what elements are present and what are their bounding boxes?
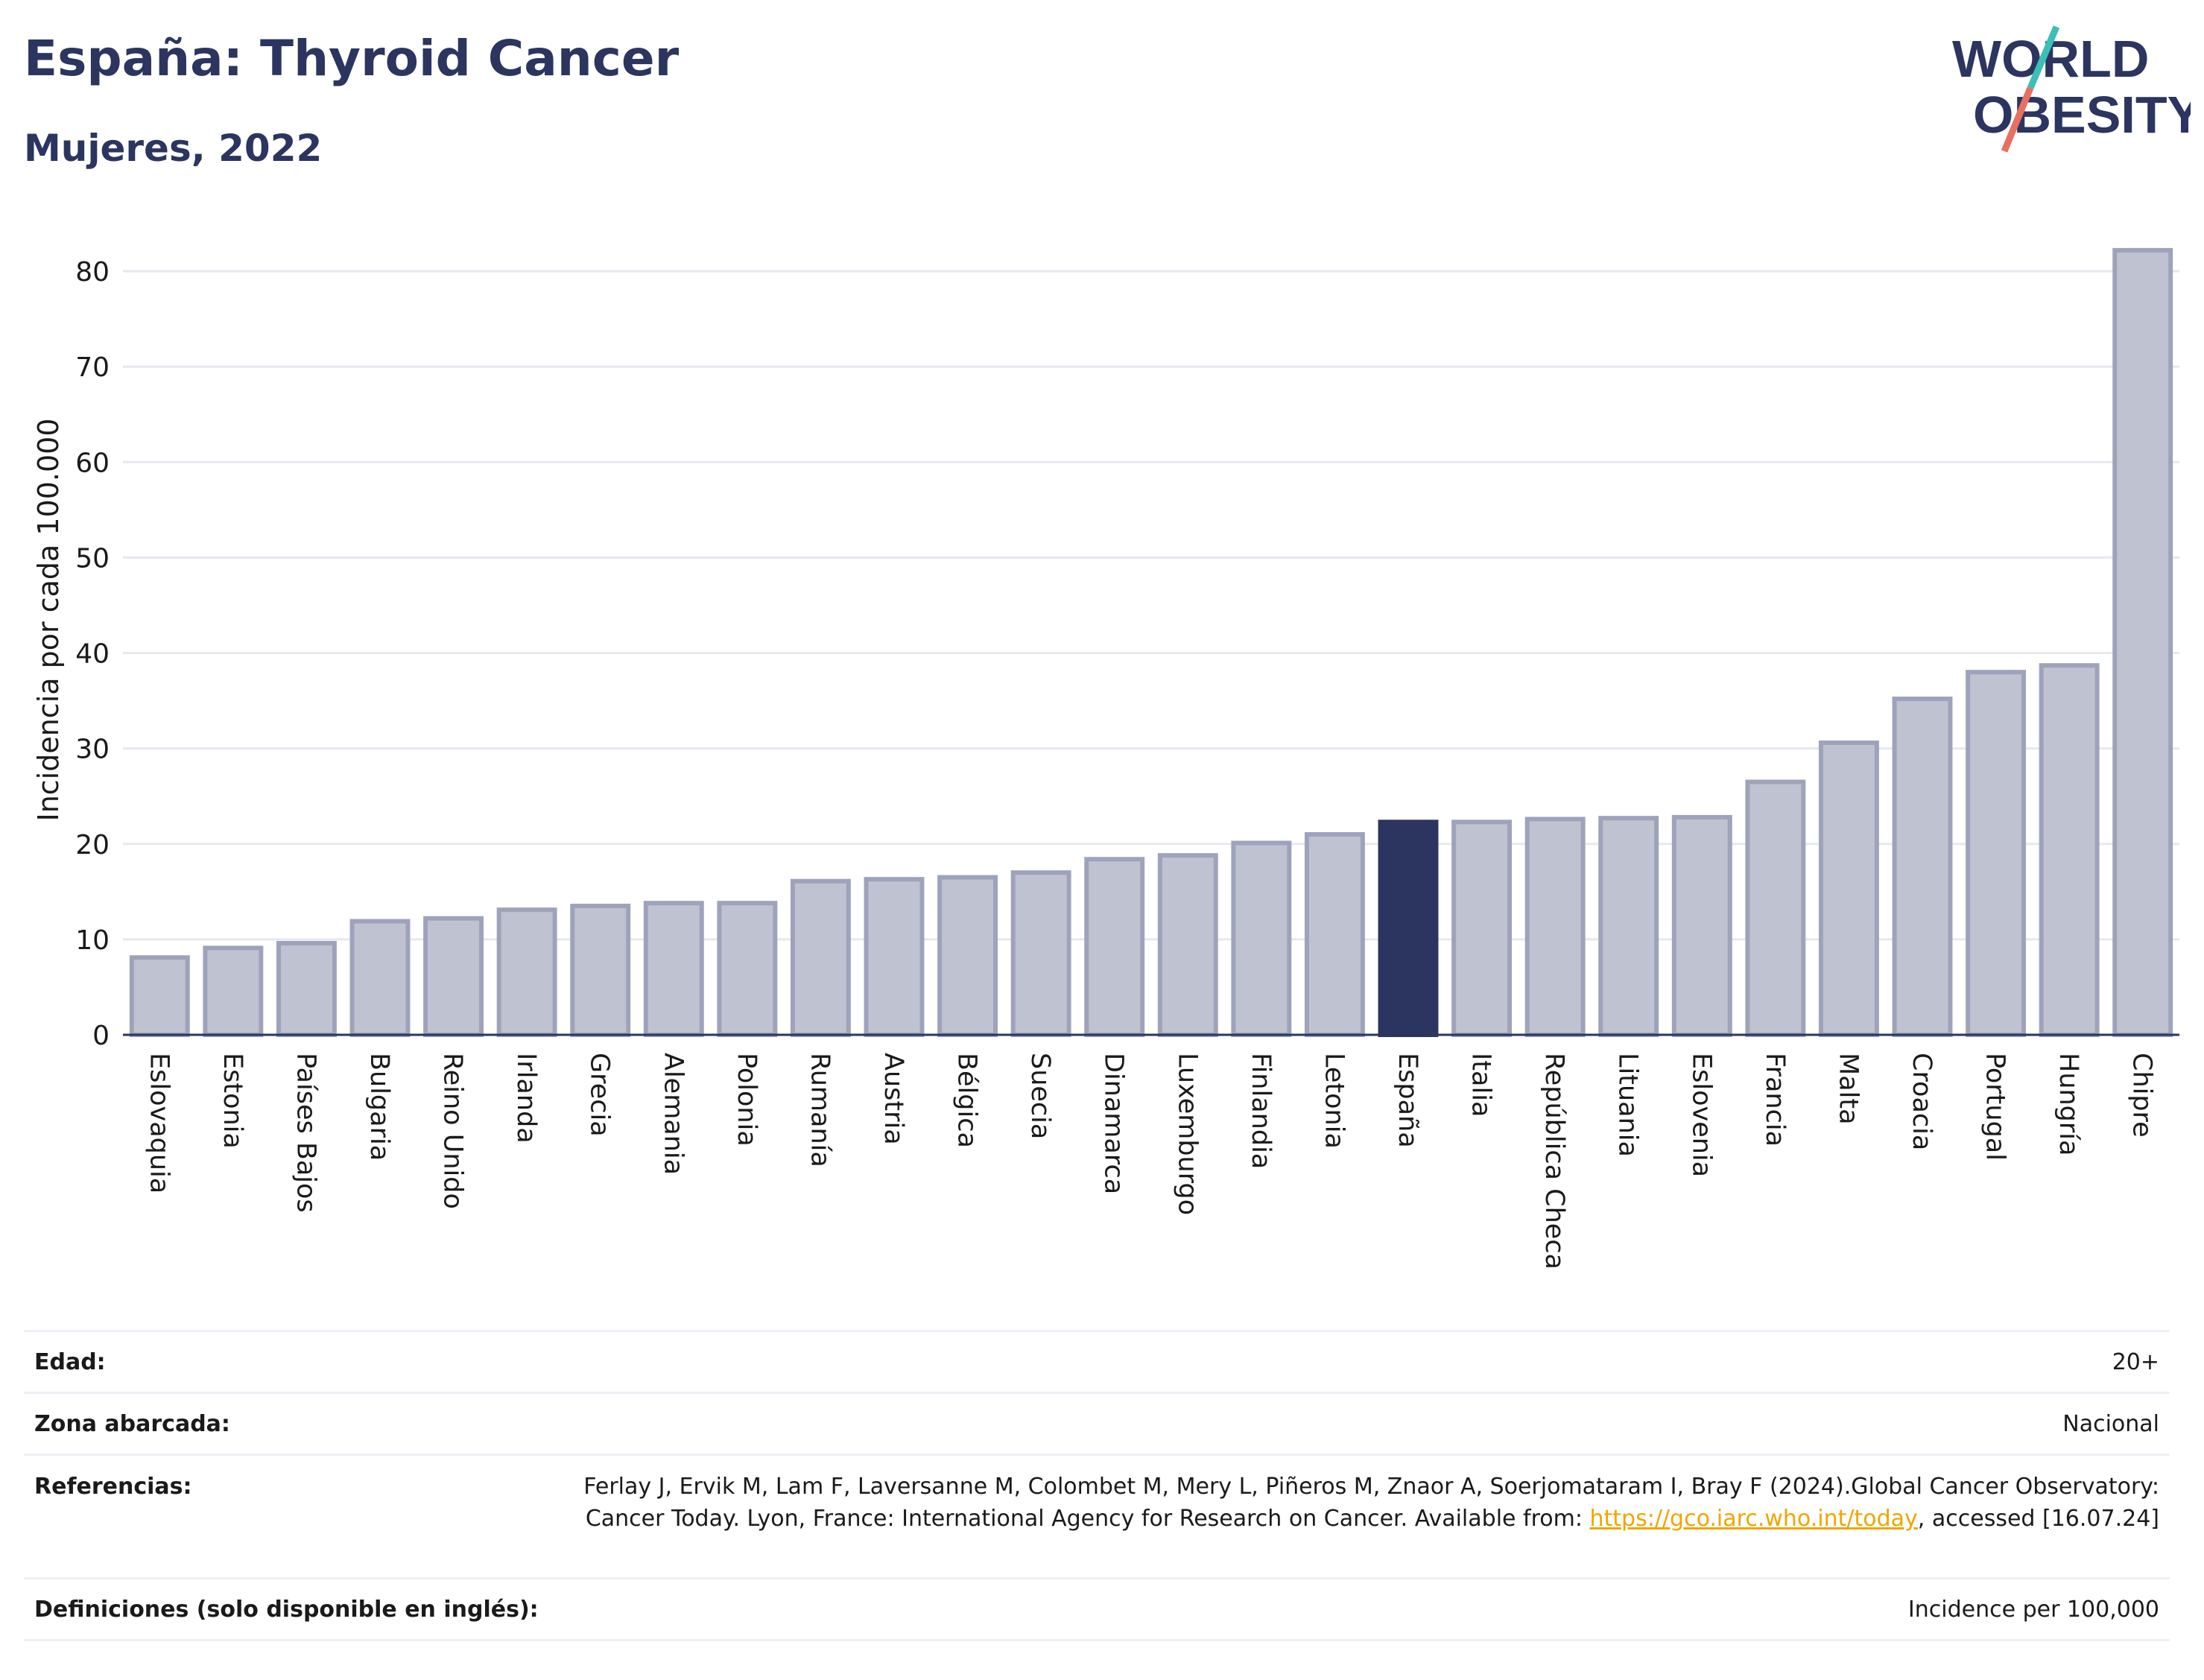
x-tick-label: Reino Unido xyxy=(438,1053,468,1209)
x-tick-labels: Eslovaquia Estonia Países Bajos Bulgaria Rei… xyxy=(144,1053,2156,1269)
x-tick-label: Portugal xyxy=(1980,1053,2010,1161)
y-tick-label: 20 xyxy=(75,830,110,860)
chart-title: España: Thyroid Cancer xyxy=(24,30,680,87)
edad-label: Edad: xyxy=(34,1348,106,1375)
bar xyxy=(790,878,851,1037)
x-tick-label: Eslovenia xyxy=(1686,1053,1716,1177)
x-tick-label: Malta xyxy=(1833,1053,1863,1125)
bar xyxy=(643,901,704,1037)
bar xyxy=(1304,831,1365,1037)
zona-value: Nacional xyxy=(2062,1410,2159,1437)
bar xyxy=(496,907,557,1038)
bar xyxy=(1671,814,1732,1037)
bar xyxy=(423,916,484,1037)
bar xyxy=(1892,697,1953,1037)
meta-row-referencias: Referencias: Ferlay J, Ervik M, Lam F, L… xyxy=(24,1454,2170,1577)
x-tick-label: Bulgaria xyxy=(364,1053,394,1161)
bar xyxy=(1084,857,1145,1038)
x-tick-label: Hungría xyxy=(2053,1053,2083,1156)
edad-value: 20+ xyxy=(2112,1348,2159,1375)
referencias-label: Referencias: xyxy=(34,1474,192,1500)
bar xyxy=(1966,670,2027,1037)
y-tick-label: 40 xyxy=(75,639,110,670)
y-tick-label: 10 xyxy=(75,925,110,956)
bar xyxy=(1598,816,1659,1038)
definiciones-value: Incidence per 100,000 xyxy=(1907,1596,2159,1623)
x-tick-label: Alemania xyxy=(658,1053,688,1175)
y-tick-label: 70 xyxy=(75,352,110,383)
bar xyxy=(937,875,998,1037)
x-tick-label: Croacia xyxy=(1907,1053,1937,1150)
x-tick-label: Finlandia xyxy=(1246,1053,1276,1169)
bar-chart: 0 10 20 30 40 50 60 70 80 Eslovaquia Estonia Paíse… xyxy=(32,247,2179,1269)
bar xyxy=(129,955,190,1038)
bar xyxy=(864,877,925,1037)
bar xyxy=(1818,740,1879,1038)
x-tick-label: Países Bajos xyxy=(291,1053,320,1213)
chart-subtitle: Mujeres, 2022 xyxy=(24,127,323,170)
x-tick-label: Letonia xyxy=(1319,1053,1349,1149)
bar-highlight xyxy=(1378,820,1439,1037)
x-tick-label: República Checa xyxy=(1539,1053,1569,1269)
referencias-value: Ferlay J, Ervik M, Lam F, Laversanne M, … xyxy=(520,1471,2170,1535)
x-tick-label: Italia xyxy=(1466,1053,1496,1117)
meta-row-zona: Zona abarcada: Nacional xyxy=(24,1392,2170,1454)
logo-slash-top xyxy=(2027,25,2060,89)
world-obesity-logo: WORLD OBESITY xyxy=(1952,25,2191,153)
bar xyxy=(1231,840,1292,1037)
x-tick-label: Luxemburgo xyxy=(1172,1053,1202,1215)
bar xyxy=(1745,779,1806,1038)
x-tick-label: Suecia xyxy=(1025,1053,1055,1139)
zona-label: Zona abarcada: xyxy=(34,1410,230,1437)
bar xyxy=(570,904,631,1037)
y-tick-label: 50 xyxy=(75,543,110,574)
meta-row-definiciones: Definiciones (solo disponible en inglés)… xyxy=(24,1577,2170,1641)
bar xyxy=(349,919,411,1038)
x-tick-label: Dinamarca xyxy=(1099,1053,1129,1194)
meta-row-edad: Edad: 20+ xyxy=(24,1330,2170,1392)
y-tick-label: 60 xyxy=(75,448,110,478)
y-tick-labels: 0 10 20 30 40 50 60 70 80 xyxy=(75,257,110,1051)
x-tick-label: España xyxy=(1393,1053,1422,1148)
logo-slash-bottom xyxy=(2001,86,2034,153)
referencias-tail: , accessed [16.07.24] xyxy=(1917,1506,2159,1532)
y-axis-label: Incidencia por cada 100.000 xyxy=(32,418,65,821)
referencias-text: Ferlay J, Ervik M, Lam F, Laversanne M, … xyxy=(583,1474,2159,1532)
x-tick-label: Irlanda xyxy=(511,1053,541,1144)
x-tick-label: Francia xyxy=(1760,1053,1790,1147)
bars xyxy=(129,247,2173,1038)
x-tick-label: Grecia xyxy=(585,1053,615,1137)
bar xyxy=(203,945,264,1038)
y-tick-label: 80 xyxy=(75,257,110,288)
x-tick-label: Eslovaquia xyxy=(144,1053,174,1194)
reference-link[interactable]: https://gco.iarc.who.int/today xyxy=(1589,1506,1918,1532)
definiciones-label: Definiciones (solo disponible en inglés)… xyxy=(34,1596,539,1623)
x-tick-label: Polonia xyxy=(732,1053,761,1147)
bar xyxy=(717,901,778,1037)
x-tick-label: Lituania xyxy=(1613,1053,1643,1157)
bar xyxy=(1524,817,1586,1037)
bar xyxy=(1451,820,1513,1037)
bar xyxy=(1157,853,1218,1037)
bar xyxy=(1010,870,1071,1037)
metadata-table: Edad: 20+ Zona abarcada: Nacional Refere… xyxy=(24,1330,2170,1641)
x-tick-label: Austria xyxy=(878,1053,908,1145)
bar xyxy=(2039,663,2100,1037)
y-tick-label: 30 xyxy=(75,735,110,765)
x-tick-label: Rumanía xyxy=(805,1053,835,1167)
x-tick-label: Chipre xyxy=(2127,1053,2157,1138)
x-tick-label: Bélgica xyxy=(952,1053,982,1148)
bar xyxy=(276,941,337,1038)
x-tick-label: Estonia xyxy=(218,1053,247,1149)
y-tick-label: 0 xyxy=(92,1021,110,1051)
bar xyxy=(2112,247,2173,1038)
